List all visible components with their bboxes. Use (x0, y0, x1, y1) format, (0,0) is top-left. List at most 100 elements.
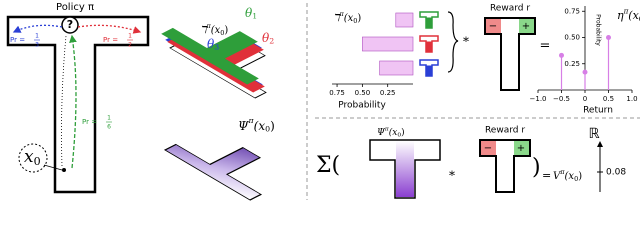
math-sup: π (559, 168, 565, 176)
branch-num: 1 (107, 115, 111, 122)
icon (419, 59, 439, 77)
start-link (43, 164, 63, 171)
math-sup: π (623, 7, 629, 16)
stem-dot (559, 52, 564, 58)
icon (419, 35, 439, 53)
math-base: θ (207, 37, 215, 51)
layer-1 (161, 27, 259, 85)
label: 0 (583, 95, 587, 103)
branch-den: 6 (107, 124, 111, 131)
math-label: ℸπ(x0) (200, 22, 228, 37)
math-sub: 0 (574, 175, 578, 183)
math-sub: 1 (252, 12, 257, 21)
math-sub: 0 (220, 29, 224, 37)
label: 0.75 (564, 7, 580, 15)
math-label: x0 (24, 147, 41, 169)
math-label: Ψπ(x0) (377, 126, 405, 138)
label: 0.25 (564, 60, 580, 68)
label: 0.50 (355, 89, 371, 97)
math-sub: 3 (214, 43, 219, 52)
math-label: ηπ(x0) (617, 7, 640, 24)
math-label: θ3 (207, 37, 219, 52)
bar (379, 60, 414, 76)
branch-den: 2 (128, 42, 132, 49)
branch-prefix: Pr = (103, 36, 118, 44)
psi-stem (396, 141, 414, 197)
icon (419, 11, 439, 29)
math-main: (x (565, 171, 575, 182)
math-label: θ2 (262, 31, 274, 46)
math-end: ) (270, 119, 275, 133)
math-base: ℸ (200, 25, 208, 36)
math-sub: 0 (34, 155, 41, 168)
label: − (484, 143, 492, 154)
math-base: x (24, 147, 34, 167)
math-sub: 2 (269, 37, 274, 46)
icon-fill (426, 65, 432, 76)
arrow-left (12, 24, 63, 33)
label: Probability (338, 101, 386, 111)
psi-shape (163, 143, 263, 201)
math-main: (x (389, 127, 398, 138)
label: Return (583, 106, 613, 116)
stem-dot (606, 35, 611, 40)
label: 0.5 (603, 95, 614, 103)
arrow-right (77, 24, 142, 34)
math-end: ) (401, 127, 405, 138)
label: + (517, 143, 525, 154)
math-sup: π (384, 126, 389, 132)
math-base: ℸ (333, 13, 341, 24)
label: ? (67, 18, 73, 31)
reward-pos (519, 19, 534, 33)
math-base: θ (245, 6, 253, 20)
label: 0.08 (606, 168, 626, 178)
math-end: ) (578, 171, 582, 182)
label: Reward r (485, 126, 525, 136)
label: Policy π (56, 2, 94, 13)
math-label: θ1 (245, 6, 257, 21)
bar (362, 36, 414, 52)
math-sub: 0 (397, 132, 401, 138)
label: Reward r (490, 4, 530, 14)
math-main: (x (344, 13, 354, 24)
math-sup: π (248, 116, 255, 125)
math-sup: π (205, 22, 211, 30)
label: Probability (595, 14, 602, 46)
arrow-up (69, 34, 77, 169)
math-end: ) (224, 25, 228, 36)
math-label: Ψπ(x0) (238, 116, 275, 133)
maze (6, 15, 150, 194)
label: ) (532, 155, 541, 180)
label: − (489, 21, 497, 32)
label: ℝ (588, 126, 600, 142)
math-end: ) (357, 13, 361, 24)
math-sub: 0 (353, 17, 357, 25)
branch-den: 3 (35, 42, 39, 49)
layer-1-shape (161, 27, 259, 85)
math-main: (x (254, 119, 266, 133)
psi-map (163, 143, 263, 201)
math-base: Ψ (377, 128, 386, 138)
math-base: η (617, 9, 624, 22)
label: 0.75 (329, 89, 345, 97)
label: = (540, 39, 551, 54)
branch-num: 1 (35, 33, 39, 40)
label: −0.5 (553, 95, 570, 103)
math-main: (x (628, 9, 639, 22)
reward-neg (481, 141, 496, 155)
math-label: Vπ(x0) (553, 168, 582, 183)
math-base: V (553, 171, 562, 182)
math-sup: π (338, 10, 344, 18)
math-base: θ (262, 31, 270, 45)
label: = (542, 169, 551, 182)
label: 1.0 (626, 95, 637, 103)
math-sub: 0 (265, 125, 270, 134)
label: * (449, 169, 455, 183)
branch-prefix: Pr = (10, 36, 25, 44)
reward-pos (514, 141, 529, 155)
math-main: (x (211, 25, 221, 36)
bar (395, 12, 414, 28)
label: 0.25 (380, 89, 396, 97)
start-dot (62, 168, 66, 172)
